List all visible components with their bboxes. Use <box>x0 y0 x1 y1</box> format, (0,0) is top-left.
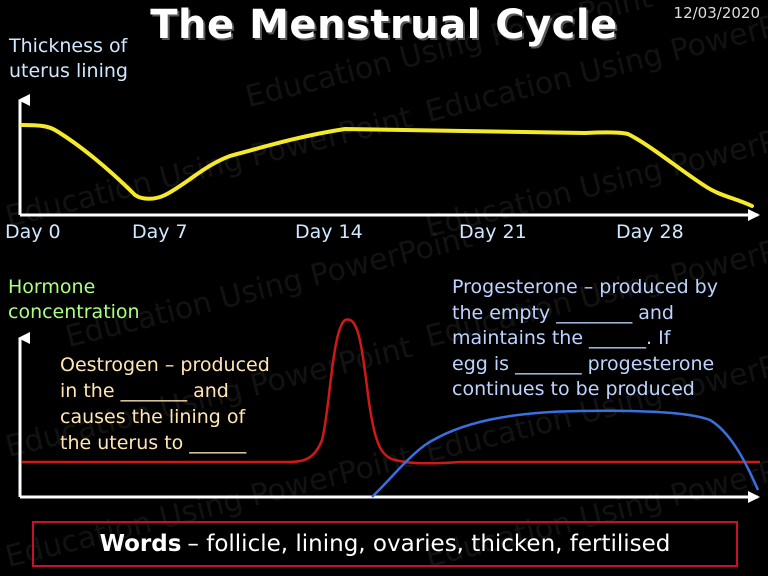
uterus-lining-curve <box>20 123 754 208</box>
day-tick-label: Day 21 <box>459 221 527 243</box>
day-tick-label: Day 14 <box>295 221 363 243</box>
progesterone-line: egg is _______ progesterone <box>452 352 715 375</box>
axis-label-line: Thickness of <box>9 35 128 57</box>
progesterone-curve <box>371 409 760 498</box>
oestrogen-description: Oestrogen – produced in the _______ and … <box>60 352 270 456</box>
hormone-axis-label: Hormone concentration <box>8 275 140 325</box>
slide-title: The Menstrual Cycle <box>150 2 618 48</box>
progesterone-line: continues to be produced <box>452 378 695 400</box>
slide-date: 12/03/2020 <box>673 4 760 22</box>
word-bank-label: Words <box>99 531 182 557</box>
day-tick-label: Day 7 <box>132 221 188 243</box>
word-bank: Words – follicle, lining, ovaries, thick… <box>32 521 738 567</box>
day-tick-label: Day 28 <box>616 221 684 243</box>
progesterone-description: Progesterone – produced by the empty ___… <box>452 275 718 403</box>
day-tick-label: Day 0 <box>5 221 61 243</box>
word-bank-list: – follicle, lining, ovaries, thicken, fe… <box>187 531 671 557</box>
oestrogen-line: causes the lining of <box>60 406 246 428</box>
oestrogen-curve <box>22 318 760 465</box>
progesterone-line: the empty ________ and <box>452 301 674 324</box>
uterus-thickness-axis-label: Thickness of uterus lining <box>9 34 128 84</box>
oestrogen-line: the uterus to ______ <box>60 432 247 454</box>
axis-label-line: concentration <box>8 301 140 323</box>
axis-label-line: uterus lining <box>9 60 128 82</box>
oestrogen-line: Oestrogen – produced <box>60 354 270 376</box>
progesterone-line: maintains the ______. If <box>452 327 671 349</box>
oestrogen-line: in the _______ and <box>60 380 229 402</box>
progesterone-line: Progesterone – produced by <box>452 276 718 298</box>
axis-label-line: Hormone <box>8 276 96 298</box>
